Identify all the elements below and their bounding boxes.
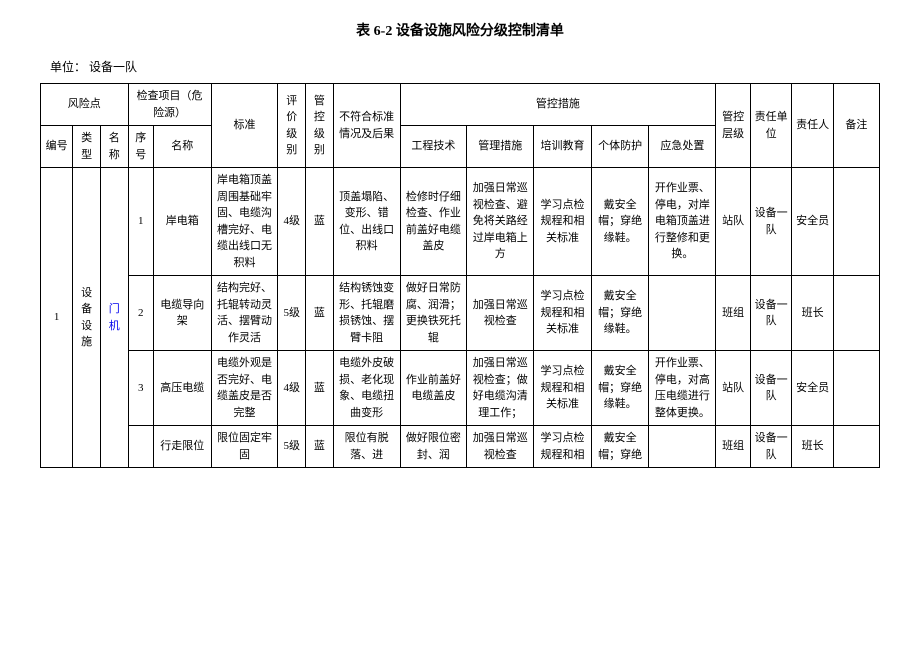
cell-seq: [128, 426, 153, 468]
cell-ppe: 戴安全帽；穿绝缘鞋。: [591, 351, 649, 426]
cell-eval-level: 5级: [278, 276, 306, 351]
unit-label: 单位：: [50, 60, 86, 74]
cell-nonconform: 顶盖塌陷、变形、错位、出线口积料: [333, 168, 400, 276]
cell-management: 加强日常巡视检查；做好电缆沟清理工作；: [467, 351, 534, 426]
th-name: 名称: [100, 126, 128, 168]
cell-resp-unit: 设备一队: [750, 426, 791, 468]
cell-resp-person: 班长: [792, 426, 833, 468]
cell-chk-name: 高压电缆: [153, 351, 211, 426]
cell-remark: [833, 168, 879, 276]
cell-standard: 岸电箱顶盖周围基础牢固、电缆沟槽完好、电缆出线口无积料: [211, 168, 278, 276]
cell-chk-name: 电缆导向架: [153, 276, 211, 351]
cell-remark: [833, 426, 879, 468]
cell-resp-unit: 设备一队: [750, 351, 791, 426]
table-row: 3 高压电缆 电缆外观是否完好、电缆盖皮是否完整 4级 蓝 电缆外皮破损、老化现…: [41, 351, 880, 426]
cell-resp-unit: 设备一队: [750, 168, 791, 276]
cell-training: 学习点检规程和相关标准: [534, 276, 592, 351]
th-resp-person: 责任人: [792, 84, 833, 168]
cell-ctrl-layer: 班组: [716, 426, 751, 468]
th-ppe: 个体防护: [591, 126, 649, 168]
cell-ppe: 戴安全帽；穿绝缘鞋。: [591, 276, 649, 351]
cell-eval-level: 4级: [278, 351, 306, 426]
cell-emergency: [649, 426, 716, 468]
th-type: 类型: [73, 126, 101, 168]
th-engineering: 工程技术: [400, 126, 467, 168]
th-standard: 标准: [211, 84, 278, 168]
cell-resp-person: 安全员: [792, 351, 833, 426]
cell-standard: 电缆外观是否完好、电缆盖皮是否完整: [211, 351, 278, 426]
cell-resp-person: 安全员: [792, 168, 833, 276]
cell-chk-name: 岸电箱: [153, 168, 211, 276]
cell-nonconform: 限位有脱落、进: [333, 426, 400, 468]
th-remark: 备注: [833, 84, 879, 168]
th-eval-level: 评价级别: [278, 84, 306, 168]
table-row: 2 电缆导向架 结构完好、托辊转动灵活、摆臂动作灵活 5级 蓝 结构锈蚀变形、托…: [41, 276, 880, 351]
cell-management: 加强日常巡视检查、避免将关路经过岸电箱上方: [467, 168, 534, 276]
th-training: 培训教育: [534, 126, 592, 168]
table-row: 1 设备设施 门机 1 岸电箱 岸电箱顶盖周围基础牢固、电缆沟槽完好、电缆出线口…: [41, 168, 880, 276]
cell-management: 加强日常巡视检查: [467, 426, 534, 468]
cell-type: 设备设施: [73, 168, 101, 468]
cell-resp-person: 班长: [792, 276, 833, 351]
unit-line: 单位： 设备一队: [50, 58, 880, 75]
th-chk-name: 名称: [153, 126, 211, 168]
th-measures: 管控措施: [400, 84, 716, 126]
cell-engineering: 做好日常防腐、润滑；更换铁死托辊: [400, 276, 467, 351]
risk-control-table: 风险点 检查项目（危险源） 标准 评价级别 管控级别 不符合标准情况及后果 管控…: [40, 83, 880, 468]
table-row: 行走限位 限位固定牢固 5级 蓝 限位有脱落、进 做好限位密封、润 加强日常巡视…: [41, 426, 880, 468]
cell-emergency: 开作业票、停电，对岸电箱顶盖进行整修和更换。: [649, 168, 716, 276]
th-emergency: 应急处置: [649, 126, 716, 168]
cell-training: 学习点检规程和相关标准: [534, 351, 592, 426]
cell-ppe: 戴安全帽；穿绝: [591, 426, 649, 468]
cell-ctrl-level: 蓝: [306, 426, 334, 468]
cell-engineering: 做好限位密封、润: [400, 426, 467, 468]
th-ctrl-level: 管控级别: [306, 84, 334, 168]
unit-value: 设备一队: [89, 60, 137, 74]
cell-ctrl-level: 蓝: [306, 351, 334, 426]
cell-eval-level: 5级: [278, 426, 306, 468]
cell-remark: [833, 276, 879, 351]
cell-ctrl-level: 蓝: [306, 168, 334, 276]
th-resp-unit: 责任单位: [750, 84, 791, 168]
th-check-item: 检查项目（危险源）: [128, 84, 211, 126]
cell-name: 门机: [100, 168, 128, 468]
cell-engineering: 检修时仔细检查、作业前盖好电缆盖皮: [400, 168, 467, 276]
cell-standard: 结构完好、托辊转动灵活、摆臂动作灵活: [211, 276, 278, 351]
th-seq: 序号: [128, 126, 153, 168]
cell-nonconform: 电缆外皮破损、老化现象、电缆扭曲变形: [333, 351, 400, 426]
cell-management: 加强日常巡视检查: [467, 276, 534, 351]
th-ctrl-layer: 管控层级: [716, 84, 751, 168]
cell-ppe: 戴安全帽；穿绝缘鞋。: [591, 168, 649, 276]
cell-resp-unit: 设备一队: [750, 276, 791, 351]
cell-standard: 限位固定牢固: [211, 426, 278, 468]
cell-emergency: [649, 276, 716, 351]
cell-training: 学习点检规程和相关标准: [534, 168, 592, 276]
cell-ctrl-layer: 站队: [716, 351, 751, 426]
th-num: 编号: [41, 126, 73, 168]
cell-num: 1: [41, 168, 73, 468]
cell-emergency: 开作业票、停电，对高压电缆进行整体更换。: [649, 351, 716, 426]
cell-training: 学习点检规程和相: [534, 426, 592, 468]
th-risk-point: 风险点: [41, 84, 129, 126]
cell-ctrl-layer: 站队: [716, 168, 751, 276]
cell-engineering: 作业前盖好电缆盖皮: [400, 351, 467, 426]
cell-nonconform: 结构锈蚀变形、托辊磨损锈蚀、摆臂卡阻: [333, 276, 400, 351]
cell-chk-name: 行走限位: [153, 426, 211, 468]
th-management: 管理措施: [467, 126, 534, 168]
cell-remark: [833, 351, 879, 426]
th-nonconform: 不符合标准情况及后果: [333, 84, 400, 168]
cell-ctrl-layer: 班组: [716, 276, 751, 351]
document-title: 表 6-2 设备设施风险分级控制清单: [40, 20, 880, 40]
cell-seq: 2: [128, 276, 153, 351]
cell-eval-level: 4级: [278, 168, 306, 276]
cell-seq: 1: [128, 168, 153, 276]
cell-ctrl-level: 蓝: [306, 276, 334, 351]
cell-seq: 3: [128, 351, 153, 426]
